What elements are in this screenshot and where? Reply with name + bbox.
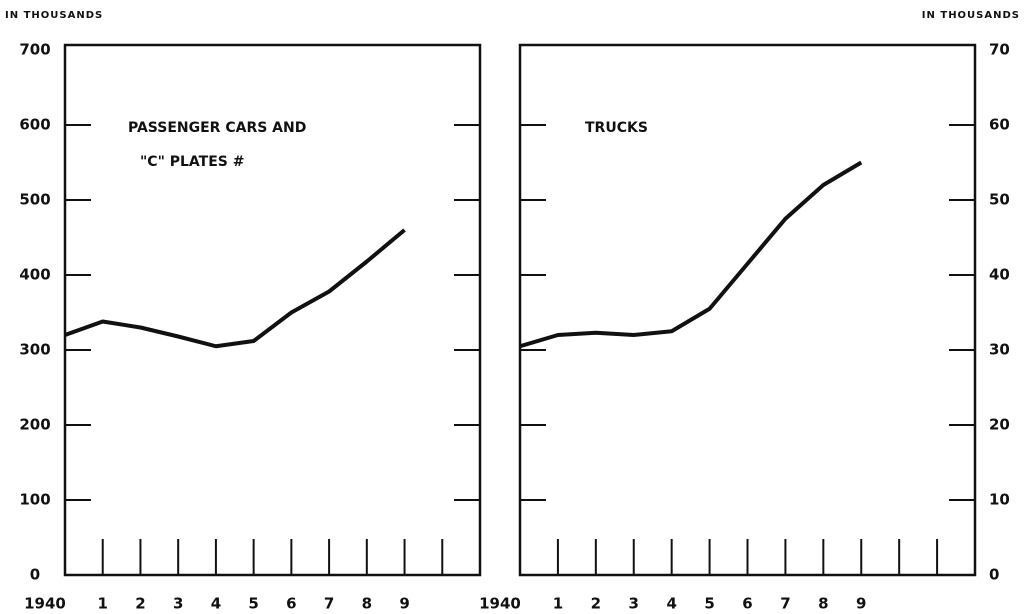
y-tick-label: 500: [19, 191, 50, 209]
annotation: PASSENGER CARS AND: [128, 120, 306, 136]
x-tick-label: 6: [286, 595, 296, 613]
x-tick-label: 1: [553, 595, 563, 613]
y-tick-label: 600: [19, 116, 50, 134]
x-tick-label: 5: [704, 595, 714, 613]
y-tick-label: 200: [19, 416, 50, 434]
x-tick-label: 8: [362, 595, 372, 613]
y-tick-label: 40: [989, 266, 1010, 284]
y-tick-label: 100: [19, 491, 50, 509]
annotation: "C" PLATES #: [140, 154, 244, 170]
annotation: TRUCKS: [585, 120, 648, 136]
x-tick-label: 6: [742, 595, 752, 613]
y-axis-unit: IN THOUSANDS: [922, 10, 1020, 21]
y-tick-label: 0: [989, 566, 999, 584]
line-series: [64, 228, 406, 349]
x-tick-label: 9: [856, 595, 866, 613]
x-tick-label: 3: [173, 595, 183, 613]
y-tick-label: 30: [989, 341, 1010, 359]
x-tick-label: 5: [248, 595, 258, 613]
x-tick-label: 4: [666, 595, 676, 613]
line-series: [519, 160, 863, 349]
x-tick-label: 1: [98, 595, 108, 613]
x-tick-label: 7: [780, 595, 790, 613]
y-tick-label: 400: [19, 266, 50, 284]
y-tick-label: 300: [19, 341, 50, 359]
y-tick-label: 50: [989, 191, 1010, 209]
y-tick-label: 700: [19, 41, 50, 59]
x-tick-label: 2: [135, 595, 145, 613]
x-tick-label: 1940: [24, 595, 66, 613]
y-tick-label: 60: [989, 116, 1010, 134]
y-axis-unit: IN THOUSANDS: [5, 10, 103, 21]
x-tick-label: 3: [629, 595, 639, 613]
x-tick-label: 9: [399, 595, 409, 613]
y-tick-label: 0: [30, 566, 40, 584]
y-tick-label: 10: [989, 491, 1010, 509]
y-tick-label: 70: [989, 41, 1010, 59]
panel-frame: [63, 43, 482, 577]
x-tick-label: 8: [818, 595, 828, 613]
x-tick-label: 4: [211, 595, 221, 613]
x-tick-label: 7: [324, 595, 334, 613]
y-tick-label: 20: [989, 416, 1010, 434]
x-tick-label: 1940: [479, 595, 521, 613]
x-tick-label: 2: [591, 595, 601, 613]
